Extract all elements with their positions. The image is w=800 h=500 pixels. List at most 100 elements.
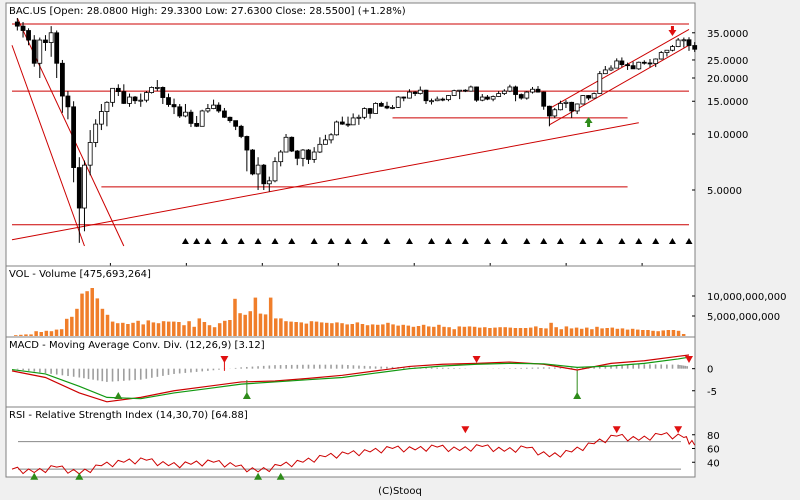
event-marker <box>288 238 296 244</box>
buy-signal-triangle <box>30 472 39 480</box>
candle-body <box>110 87 116 103</box>
volume-bar <box>406 325 411 336</box>
buy-signal-triangle <box>114 392 123 400</box>
candle-body <box>524 91 530 99</box>
candle-body <box>216 104 222 112</box>
candle-body <box>429 100 434 103</box>
y-tick-label: 5,000,000,000 <box>707 312 780 323</box>
candle-body <box>373 103 379 114</box>
volume-bar <box>416 326 421 336</box>
candle-body <box>65 95 71 108</box>
event-marker <box>556 238 564 244</box>
volume-bar <box>569 328 574 336</box>
candle-body <box>501 90 507 94</box>
candle-body <box>496 93 502 97</box>
candle-body <box>619 60 625 66</box>
candle-body <box>390 106 395 109</box>
panel-frame <box>5 336 696 408</box>
sell-signal-arrow <box>668 25 677 36</box>
trendline-trend-support <box>11 122 639 241</box>
buy-signal-triangle <box>573 392 582 400</box>
candle-body <box>636 61 642 70</box>
candle-body <box>412 91 418 94</box>
candle-body <box>485 96 490 100</box>
volume-bar <box>136 320 140 336</box>
event-marker <box>237 238 245 244</box>
volume-bar <box>314 321 319 336</box>
volume-bar <box>70 316 74 336</box>
candle-body <box>115 87 121 93</box>
candle-body <box>59 62 65 97</box>
volume-bar <box>294 322 298 336</box>
candle-body <box>20 25 26 31</box>
event-marker <box>618 238 626 244</box>
candle-body <box>653 58 659 65</box>
volume-bar <box>44 330 49 336</box>
event-marker <box>579 238 587 244</box>
event-marker <box>271 238 279 244</box>
volume-bar <box>126 324 130 336</box>
macd-signal-line <box>11 356 690 400</box>
volume-bar <box>177 322 181 336</box>
y-tick-label: 20.0000 <box>707 74 748 85</box>
volume-bar <box>370 324 375 336</box>
volume-bar <box>554 327 558 336</box>
candle-body <box>446 95 451 101</box>
candle-body <box>306 149 311 160</box>
candle-body <box>541 91 547 107</box>
candle-body <box>468 86 474 92</box>
candle-body <box>692 45 698 50</box>
volume-bar <box>19 334 23 336</box>
candle-body <box>14 21 20 27</box>
candle-body <box>558 103 563 111</box>
volume-bar <box>488 328 492 336</box>
y-tick-label: 10.0000 <box>707 130 748 141</box>
volume-bar <box>233 298 237 336</box>
volume-bar <box>121 322 125 336</box>
event-marker <box>685 238 693 244</box>
volume-bar <box>217 323 222 336</box>
event-marker <box>310 238 318 244</box>
volume-bar <box>585 327 589 336</box>
volume-bar <box>151 322 156 336</box>
candle-body <box>255 164 261 175</box>
volume-bar <box>166 321 171 336</box>
candle-body <box>361 108 367 118</box>
price-header: BAC.US [Open: 28.0800 High: 29.3300 Low:… <box>9 6 406 17</box>
volume-bar <box>483 327 487 336</box>
candle-body <box>608 67 614 71</box>
candle-body <box>474 86 479 101</box>
volume-bar <box>29 334 33 336</box>
candle-body <box>250 149 255 175</box>
candle-body <box>569 101 575 112</box>
y-tick-label: 10,000,000,000 <box>707 292 787 303</box>
volume-bar <box>396 325 400 336</box>
candle-body <box>199 110 205 127</box>
volume-bar <box>304 323 309 336</box>
volume-bar <box>386 322 390 336</box>
candle-body <box>614 60 620 69</box>
volume-bar <box>518 328 523 336</box>
volume-bar <box>90 288 94 336</box>
volume-bar <box>248 311 253 336</box>
candle-body <box>188 111 194 124</box>
volume-bar <box>681 334 686 336</box>
volume-bar <box>391 324 395 336</box>
candle-body <box>171 104 177 108</box>
volume-bar <box>350 324 354 336</box>
buy-signal-triangle <box>75 472 84 480</box>
volume-bar <box>263 314 268 336</box>
sell-signal-triangle <box>220 355 229 363</box>
candle-body <box>37 39 43 64</box>
volume-bar <box>309 321 314 336</box>
volume-bar <box>605 328 609 336</box>
volume-bar <box>600 328 604 336</box>
buy-signal-triangle <box>242 392 251 400</box>
volume-bar <box>610 327 615 336</box>
candle-body <box>71 106 77 168</box>
candles <box>14 18 698 243</box>
y-tick-label: -5 <box>707 387 717 398</box>
event-marker <box>652 238 660 244</box>
candle-body <box>384 105 390 109</box>
volume-bar <box>85 291 89 336</box>
